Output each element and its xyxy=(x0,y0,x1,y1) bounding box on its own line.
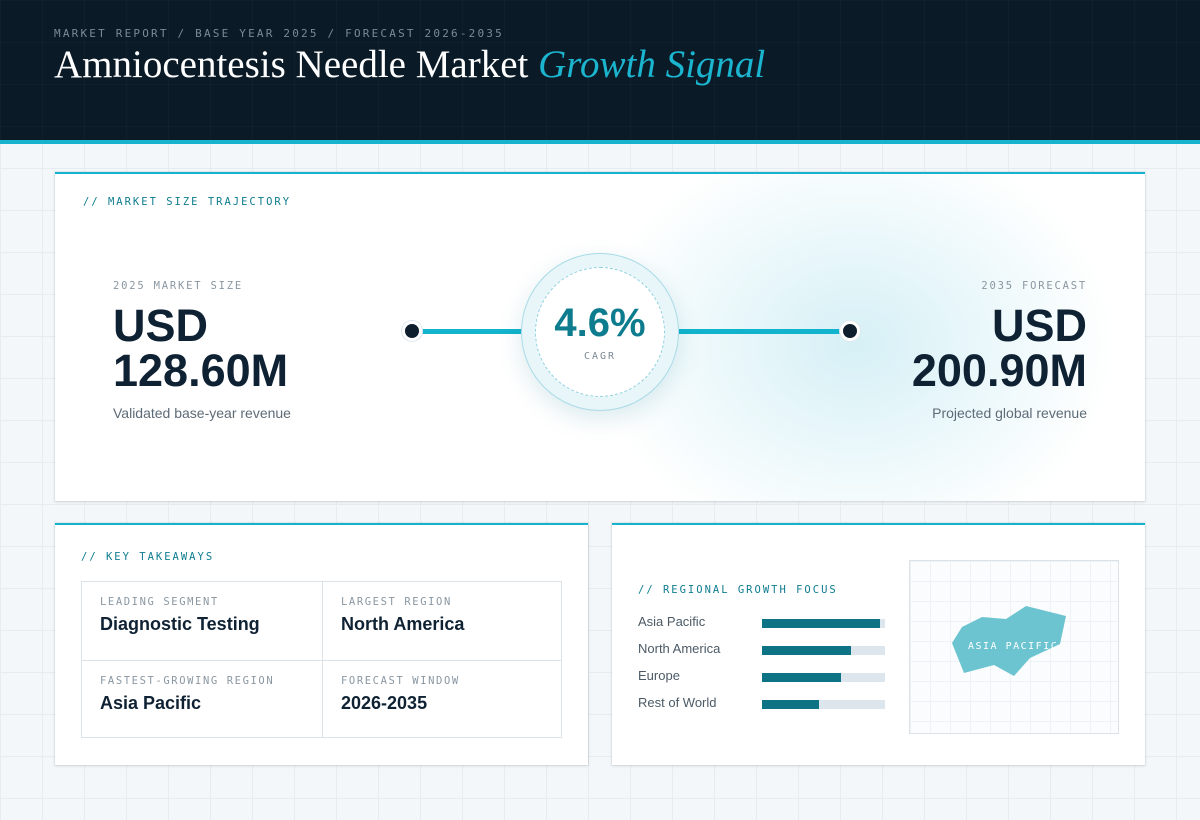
title-main: Amniocentesis Needle Market xyxy=(54,43,529,86)
takeaways-card-label: // KEY TAKEAWAYS xyxy=(81,551,215,563)
takeaway-cell: LEADING SEGMENT Diagnostic Testing xyxy=(82,582,322,660)
regional-growth-card: // REGIONAL GROWTH FOCUS Asia Pacific No… xyxy=(612,523,1145,765)
takeaway-value: Diagnostic Testing xyxy=(100,614,260,634)
end-caption: Projected global revenue xyxy=(932,405,1087,421)
end-currency: USD xyxy=(991,300,1087,351)
start-amount: 128.60M xyxy=(113,345,289,396)
market-size-trajectory-card: // MARKET SIZE TRAJECTORY 2025 MARKET SI… xyxy=(55,172,1145,501)
region-name: Rest of World xyxy=(638,695,717,710)
end-value-block: 2035 FORECAST USD 200.90M Projected glob… xyxy=(827,280,1087,421)
page-header: MARKET REPORT / BASE YEAR 2025 / FORECAS… xyxy=(0,0,1200,144)
region-bar-track xyxy=(762,646,885,655)
region-map: ASIA PACIFIC xyxy=(909,560,1119,734)
takeaway-cell: FORECAST WINDOW 2026-2035 xyxy=(322,660,562,738)
region-row: Asia Pacific xyxy=(638,614,888,630)
region-name: Europe xyxy=(638,668,680,683)
takeaway-cell: LARGEST REGION North America xyxy=(322,582,562,660)
start-label: 2025 MARKET SIZE xyxy=(113,280,243,292)
start-value: USD 128.60M xyxy=(113,303,373,393)
asia-pacific-map-shape xyxy=(952,606,1066,676)
trajectory-card-label: // MARKET SIZE TRAJECTORY xyxy=(83,196,292,208)
start-value-block: 2025 MARKET SIZE USD 128.60M Validated b… xyxy=(113,280,373,421)
breadcrumb: MARKET REPORT / BASE YEAR 2025 / FORECAS… xyxy=(54,27,504,40)
takeaway-value: 2026-2035 xyxy=(341,693,428,713)
region-bar-fill xyxy=(762,646,851,655)
cagr-badge: 4.6% CAGR xyxy=(521,253,679,411)
key-takeaways-card: // KEY TAKEAWAYS LEADING SEGMENT Diagnos… xyxy=(55,523,588,765)
region-bar-track xyxy=(762,619,885,628)
region-bar-track xyxy=(762,700,885,709)
start-point-dot xyxy=(402,321,422,341)
trajectory-line-left xyxy=(420,329,522,334)
takeaway-key: LARGEST REGION xyxy=(341,596,452,608)
title-accent: Growth Signal xyxy=(538,43,766,86)
cagr-inner-ring: 4.6% CAGR xyxy=(535,267,665,397)
takeaway-value: Asia Pacific xyxy=(100,693,202,713)
asia-pacific-region xyxy=(952,606,1066,676)
cagr-value: 4.6% xyxy=(554,301,646,345)
region-bar-fill xyxy=(762,700,819,709)
start-currency: USD xyxy=(113,300,209,351)
region-bar-track xyxy=(762,673,885,682)
map-region-label: ASIA PACIFIC xyxy=(968,641,1059,652)
takeaway-value: North America xyxy=(341,614,465,634)
cagr-label: CAGR xyxy=(583,351,617,362)
takeaway-key: LEADING SEGMENT xyxy=(100,596,219,608)
region-name: Asia Pacific xyxy=(638,614,706,629)
page-title: Amniocentesis Needle Market Growth Signa… xyxy=(54,42,765,87)
region-row: Rest of World xyxy=(638,695,888,711)
end-value: USD 200.90M xyxy=(827,303,1087,393)
region-row: Europe xyxy=(638,668,888,684)
takeaway-key: FASTEST-GROWING REGION xyxy=(100,675,275,687)
region-bar-fill xyxy=(762,619,881,628)
end-label: 2035 FORECAST xyxy=(981,280,1087,292)
end-amount: 200.90M xyxy=(911,345,1087,396)
takeaway-cell: FASTEST-GROWING REGION Asia Pacific xyxy=(82,660,322,738)
takeaway-key: FORECAST WINDOW xyxy=(341,675,460,687)
trajectory-line-right xyxy=(679,329,845,334)
start-caption: Validated base-year revenue xyxy=(113,405,291,421)
region-bar-fill xyxy=(762,673,841,682)
end-point-dot xyxy=(840,321,860,341)
regional-card-label: // REGIONAL GROWTH FOCUS xyxy=(638,584,838,596)
region-row: North America xyxy=(638,641,888,657)
region-name: North America xyxy=(638,641,721,656)
takeaways-grid: LEADING SEGMENT Diagnostic Testing LARGE… xyxy=(81,581,562,738)
